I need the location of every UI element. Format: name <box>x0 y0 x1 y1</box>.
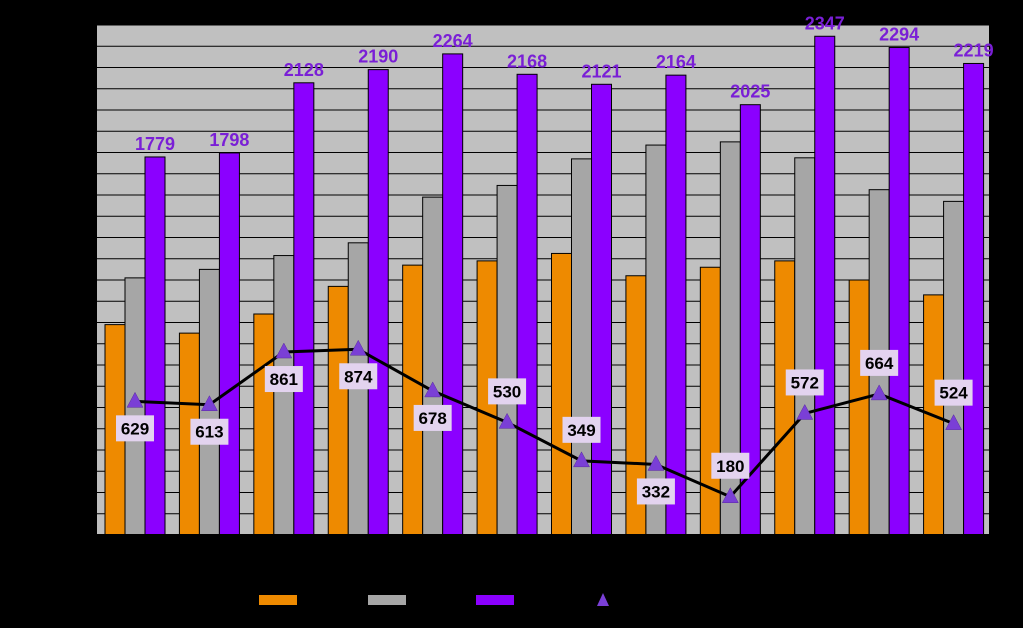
bar-series-1-cat-9 <box>699 266 721 536</box>
legend-swatch-orange <box>259 595 297 605</box>
line-value-label: 332 <box>636 478 675 505</box>
purple-bar-value-label: 2025 <box>730 82 770 102</box>
line-value-text: 524 <box>939 384 968 403</box>
bar-series-1-cat-11 <box>848 279 870 536</box>
legend <box>259 593 609 606</box>
bar-series-1-cat-3 <box>253 313 275 536</box>
line-value-label: 613 <box>190 418 229 445</box>
bar-series-1-cat-7 <box>551 252 572 536</box>
line-series-path <box>134 347 955 499</box>
line-value-text: 629 <box>121 419 149 438</box>
purple-bar-value-label: 2264 <box>433 31 473 51</box>
data-labels-group: 1779 1798 2128 2190 2264 2168 2121 2164 2025 2347… <box>116 13 994 505</box>
bar-series-3-cat-12 <box>963 62 985 536</box>
line-series-group <box>126 339 962 503</box>
line-value-box <box>562 416 601 443</box>
purple-bar-value-label: 2190 <box>358 47 398 67</box>
bar-series-2-cat-5 <box>422 196 444 536</box>
line-value-label: 180 <box>711 452 750 479</box>
line-marker <box>945 414 962 430</box>
line-marker <box>275 342 293 359</box>
bar-series-3-cat-7 <box>591 83 612 536</box>
line-marker <box>796 403 814 420</box>
line-value-label: 678 <box>413 404 452 431</box>
line-value-box <box>711 452 750 479</box>
bar-series-2-cat-8 <box>645 144 667 536</box>
line-marker <box>870 384 888 401</box>
line-value-box <box>190 418 229 445</box>
bar-series-3-cat-1 <box>144 156 166 536</box>
line-value-text: 530 <box>493 382 521 401</box>
line-marker <box>424 381 442 398</box>
bar-series-3-cat-8 <box>665 74 687 536</box>
bar-series-2-cat-12 <box>943 200 965 536</box>
line-marker <box>498 412 516 429</box>
purple-bar-value-label: 2164 <box>656 52 696 72</box>
bar-series-3-cat-10 <box>814 35 836 536</box>
line-value-box <box>636 478 675 505</box>
line-value-box <box>488 378 527 405</box>
bar-series-1-cat-10 <box>774 260 796 536</box>
line-marker <box>573 451 590 468</box>
bar-series-1-cat-5 <box>402 264 424 536</box>
line-value-box <box>785 369 824 396</box>
line-value-box <box>413 404 452 431</box>
line-value-text: 180 <box>716 457 744 476</box>
line-value-label: 530 <box>488 378 527 405</box>
line-value-box <box>264 366 303 393</box>
purple-bar-value-label: 2347 <box>805 13 845 33</box>
bar-series-2-cat-7 <box>571 158 592 536</box>
line-value-text: 861 <box>270 370 298 389</box>
bar-series-3-cat-11 <box>888 47 910 536</box>
legend-swatch-purple <box>476 595 514 605</box>
line-marker <box>721 487 739 503</box>
line-value-box <box>860 349 899 376</box>
line-value-text: 678 <box>418 409 446 428</box>
line-value-text: 572 <box>791 373 819 392</box>
purple-bar-value-label: 2128 <box>284 60 324 80</box>
purple-bar-value-label: 2219 <box>954 40 994 60</box>
purple-bar-value-label: 1798 <box>209 130 249 150</box>
line-value-box <box>339 363 378 390</box>
line-value-text: 874 <box>344 367 373 386</box>
bar-series-3-cat-4 <box>367 69 389 536</box>
line-value-text: 332 <box>642 482 670 501</box>
bar-series-2-cat-3 <box>273 255 295 536</box>
purple-bar-value-label: 1779 <box>135 134 175 154</box>
line-value-text: 613 <box>195 423 223 442</box>
bar-series-3-cat-2 <box>218 152 240 536</box>
line-value-text: 664 <box>865 354 894 373</box>
bar-series-3-cat-6 <box>516 73 538 536</box>
line-marker <box>201 395 218 411</box>
line-value-label: 664 <box>860 349 899 376</box>
purple-bar-value-label: 2294 <box>879 25 919 45</box>
gridlines <box>91 24 989 515</box>
line-value-label: 524 <box>934 379 973 406</box>
purple-bar-value-label: 2121 <box>581 61 621 81</box>
line-value-label: 349 <box>562 416 601 443</box>
bar-series-2-cat-10 <box>794 157 816 536</box>
line-value-label: 861 <box>264 366 303 393</box>
line-value-text: 349 <box>567 421 595 440</box>
purple-bar-value-label: 2168 <box>507 51 547 71</box>
bar-series-3-cat-5 <box>442 53 464 536</box>
line-marker <box>349 339 367 356</box>
legend-swatch-gray <box>368 595 406 605</box>
line-value-label: 572 <box>785 369 824 396</box>
line-value-label: 874 <box>339 363 378 390</box>
line-value-box <box>934 379 973 406</box>
line-value-label: 629 <box>116 415 154 442</box>
bar-series-3-cat-3 <box>293 82 315 536</box>
bar-series-1-cat-4 <box>327 285 349 536</box>
line-value-box <box>116 415 154 442</box>
legend-marker-triangle <box>597 593 609 606</box>
line-marker <box>126 391 144 408</box>
line-marker <box>647 454 665 471</box>
bar-series-2-cat-6 <box>496 184 518 536</box>
